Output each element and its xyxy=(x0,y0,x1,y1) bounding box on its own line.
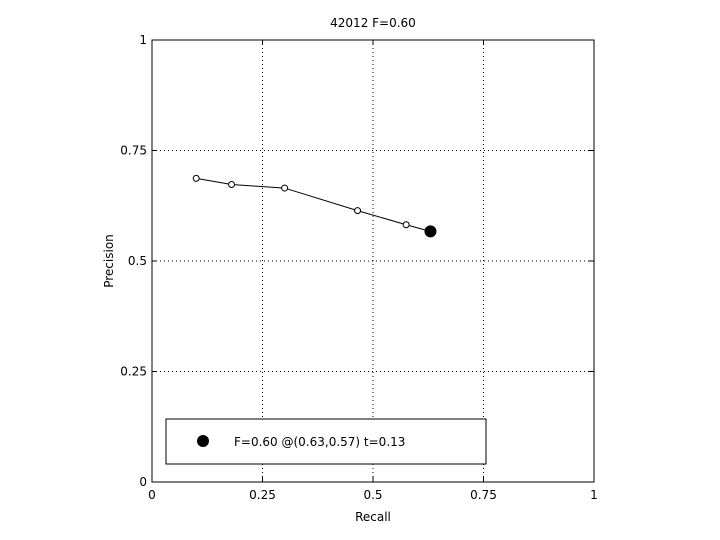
x-tick-label: 0.25 xyxy=(249,488,276,502)
legend: F=0.60 @(0.63,0.57) t=0.13 xyxy=(165,418,487,465)
data-point xyxy=(192,174,200,182)
series-group xyxy=(192,174,437,238)
grid-lines xyxy=(152,40,594,482)
y-tick-label: 0.5 xyxy=(128,254,147,268)
x-tick-label: 0.75 xyxy=(470,488,497,502)
data-point xyxy=(228,181,236,189)
y-tick-label: 0 xyxy=(139,475,147,489)
legend-marker xyxy=(197,435,209,447)
x-tick-label: 0 xyxy=(148,488,156,502)
tick-labels: 0 0.25 0.5 0.75 1 0 0.25 0.5 0.75 1 xyxy=(120,33,598,502)
data-point xyxy=(354,207,362,215)
data-point xyxy=(402,221,410,229)
y-tick-label: 0.75 xyxy=(120,144,147,158)
axis-ticks xyxy=(151,39,595,483)
y-tick-label: 1 xyxy=(139,33,147,47)
x-axis-label: Recall xyxy=(355,510,391,524)
series-line xyxy=(196,177,431,232)
legend-box xyxy=(165,418,487,465)
x-tick-label: 1 xyxy=(590,488,598,502)
x-tick-label: 0.5 xyxy=(363,488,382,502)
y-axis-label: Precision xyxy=(102,234,116,288)
chart-title: 42012 F=0.60 xyxy=(330,16,416,30)
legend-entry: F=0.60 @(0.63,0.57) t=0.13 xyxy=(234,435,405,449)
data-point xyxy=(281,184,289,192)
y-tick-label: 0.25 xyxy=(120,365,147,379)
best-f-point xyxy=(424,225,437,238)
